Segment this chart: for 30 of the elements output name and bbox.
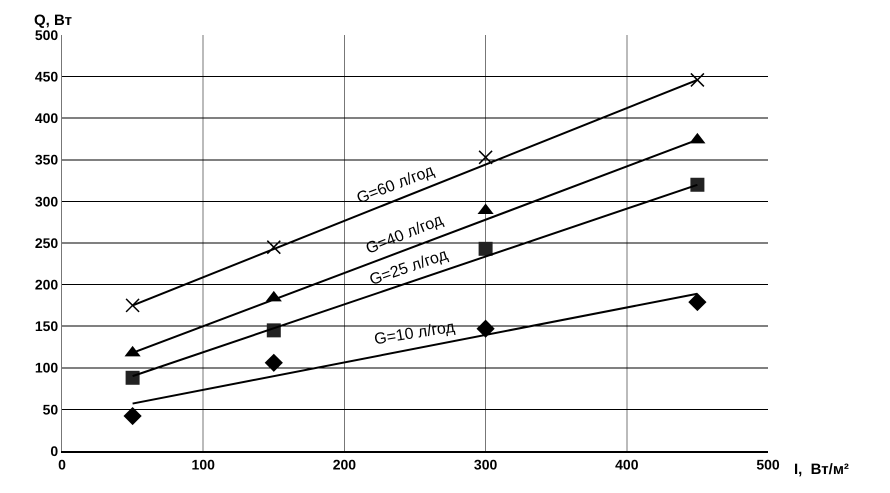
x-tick-label: 500	[756, 456, 780, 473]
x-tick-label: 100	[192, 456, 216, 473]
point	[690, 178, 704, 192]
y-tick-label: 300	[34, 193, 58, 210]
y-tick-label: 200	[34, 276, 58, 292]
point	[125, 298, 140, 313]
x-tick-label: 300	[474, 456, 498, 473]
y-tick-label: 50	[42, 401, 58, 418]
y-tick-label: 150	[34, 318, 58, 334]
point	[478, 242, 493, 256]
x-axis-title: I, Вт/м²	[794, 461, 849, 478]
y-tick-label: 350	[34, 152, 58, 168]
y-tick-label: 500	[34, 26, 58, 43]
y-tick-label: 400	[34, 110, 58, 126]
y-axis-title: Q, Вт	[34, 12, 72, 29]
x-tick-label: 200	[332, 456, 356, 473]
point	[688, 292, 706, 312]
y-tick-label: 450	[34, 68, 58, 84]
point	[264, 354, 283, 372]
point	[478, 150, 493, 165]
point	[266, 240, 282, 254]
point	[690, 72, 705, 88]
y-tick-label: 0	[50, 442, 58, 459]
point	[124, 406, 142, 426]
y-tick-label: 100	[34, 360, 58, 376]
annotation: G=60 л/год	[354, 162, 438, 208]
y-tick-label: 250	[34, 234, 58, 251]
x-tick-label: 400	[615, 456, 639, 473]
point	[126, 370, 140, 385]
point	[476, 320, 495, 338]
